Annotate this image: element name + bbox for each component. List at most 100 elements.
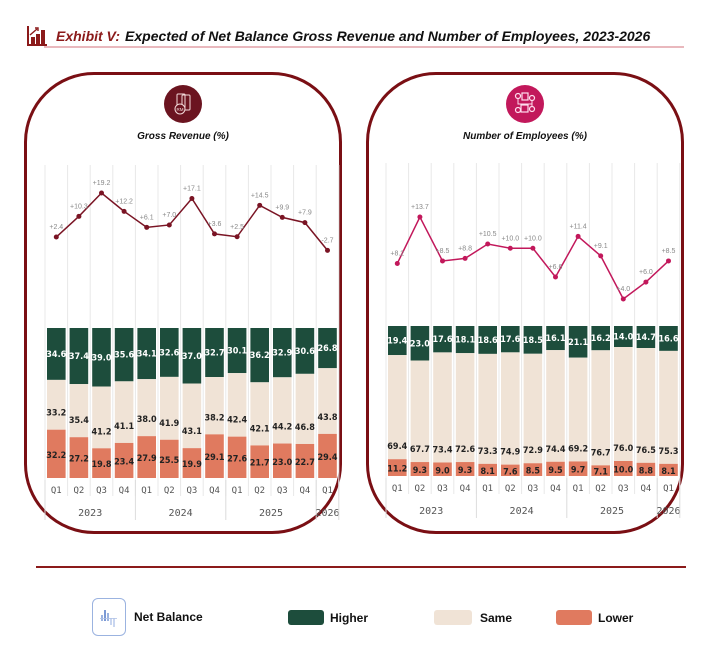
bar-same	[295, 373, 315, 444]
bar-label-same: 38.2	[205, 413, 225, 423]
net-balance-label: +17.1	[183, 186, 201, 193]
bar-label-higher: 21.1	[568, 338, 588, 348]
bar-same	[318, 368, 337, 434]
net-balance-point	[417, 214, 423, 220]
bar-higher	[182, 328, 202, 384]
bar-higher	[501, 326, 520, 353]
net-balance-line	[55, 191, 329, 251]
bar-label-lower: 7.6	[503, 467, 518, 477]
bar-label-higher: 14.7	[636, 333, 656, 343]
net-balance-label: +8.2	[390, 250, 404, 257]
bar-label-same: 41.1	[114, 422, 134, 432]
bar-lower	[614, 461, 633, 476]
bar-label-higher: 37.0	[182, 352, 202, 362]
bar-lower	[250, 445, 269, 478]
legend-label-net-balance: Net Balance	[134, 610, 203, 624]
bar-lower	[410, 462, 430, 476]
bar-label-lower: 11.2	[387, 465, 407, 475]
net-balance-point	[507, 245, 513, 251]
quarter-label: Q3	[527, 484, 538, 494]
exhibit-label: Exhibit V:	[56, 28, 121, 44]
bar-label-same: 67.7	[410, 445, 430, 455]
bar-label-same: 35.4	[69, 416, 89, 426]
bar-label-same: 43.8	[318, 413, 338, 423]
year-label: 2024	[169, 508, 193, 519]
legend-item-lower: Lower	[556, 610, 633, 625]
quarter-label: Q4	[299, 486, 310, 496]
net-balance-label: +7.0	[162, 212, 176, 219]
net-balance-point	[53, 234, 59, 240]
net-balance-point	[99, 190, 104, 196]
bar-label-lower: 8.1	[481, 467, 496, 477]
employees-network-icon	[506, 85, 544, 123]
net-balance-label: +13.7	[411, 204, 429, 211]
net-balance-label: +10.5	[479, 231, 497, 238]
bar-label-same: 73.4	[433, 446, 453, 456]
bar-label-lower: 9.3	[458, 466, 472, 476]
bar-same	[478, 353, 497, 464]
bar-label-lower: 8.1	[661, 467, 676, 477]
bar-label-same: 72.9	[523, 446, 543, 456]
net-balance-label: +9.1	[594, 243, 608, 250]
quarter-label: Q1	[141, 486, 152, 496]
bar-label-higher: 37.4	[69, 352, 89, 362]
legend-label-higher: Higher	[330, 610, 369, 625]
bar-label-lower: 9.0	[435, 466, 450, 476]
bar-same	[227, 373, 247, 437]
bar-label-lower: 9.7	[571, 466, 585, 476]
quarter-label: Q4	[119, 486, 130, 496]
bar-label-same: 41.2	[92, 427, 112, 437]
quarter-label: Q2	[73, 486, 84, 496]
quarter-label: Q2	[164, 486, 175, 496]
bar-same	[523, 353, 543, 464]
bar-higher	[659, 326, 678, 351]
net-balance-label: +8.5	[662, 248, 676, 255]
bar-label-higher: 32.7	[205, 349, 225, 359]
net-balance-point	[553, 274, 558, 280]
quarter-label: Q3	[277, 486, 288, 496]
bar-higher	[614, 326, 633, 347]
net-balance-label: +8.8	[458, 245, 472, 252]
bar-lower	[47, 429, 66, 478]
bar-label-lower: 32.2	[46, 451, 66, 461]
year-label: 2026	[656, 506, 680, 517]
bar-higher	[137, 328, 156, 380]
net-balance-point	[166, 222, 172, 228]
net-balance-point	[462, 255, 468, 261]
svg-text:RM: RM	[177, 107, 184, 112]
quarter-label: Q3	[96, 486, 107, 496]
bar-same	[659, 350, 678, 464]
bar-label-same: 75.3	[659, 447, 679, 457]
bar-higher	[478, 326, 497, 354]
quarter-label: Q1	[663, 484, 674, 494]
bar-lower	[455, 462, 475, 476]
quarter-label: Q2	[595, 484, 606, 494]
net-balance-point	[575, 233, 581, 239]
bar-label-higher: 16.6	[659, 334, 679, 344]
bar-same	[114, 381, 134, 443]
bar-same	[137, 379, 156, 437]
bar-lower	[92, 448, 111, 478]
bar-label-higher: 19.4	[387, 337, 407, 347]
bar-label-lower: 19.9	[182, 460, 202, 470]
bar-lower	[523, 463, 543, 476]
net-balance-point	[76, 213, 82, 219]
net-balance-point	[530, 245, 536, 251]
quarter-label: Q3	[186, 486, 197, 496]
bar-label-higher: 30.1	[227, 347, 247, 357]
bar-same	[614, 347, 633, 461]
bar-higher	[388, 326, 407, 356]
net-balance-point	[598, 253, 604, 259]
net-balance-point	[666, 258, 671, 264]
bar-label-lower: 25.5	[159, 456, 179, 466]
net-balance-label: +6.1	[140, 214, 154, 221]
money-icon: RM	[164, 85, 202, 123]
net-balance-label: +10.3	[70, 203, 88, 210]
quarter-label: Q1	[573, 484, 584, 494]
bar-lower	[433, 462, 452, 476]
chart-title: Gross Revenue (%)	[137, 131, 229, 142]
bar-label-higher: 18.5	[523, 336, 543, 346]
bar-lower	[388, 459, 407, 476]
higher-swatch	[288, 610, 324, 625]
year-label: 2025	[259, 508, 283, 519]
